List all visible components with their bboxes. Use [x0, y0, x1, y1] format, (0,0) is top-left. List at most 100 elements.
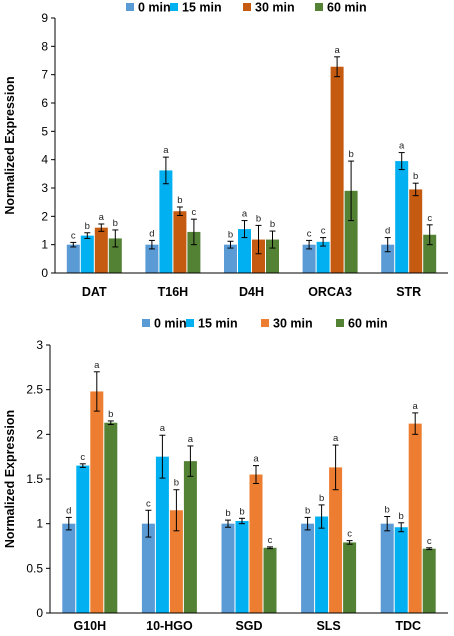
y-tick-label: 3 — [36, 338, 43, 352]
legend-swatch — [142, 319, 150, 327]
bar — [394, 527, 408, 613]
y-tick-label: 0 — [36, 606, 43, 620]
significance-letter: b — [113, 218, 118, 229]
significance-letter: b — [399, 511, 404, 522]
significance-letter: b — [348, 149, 353, 160]
significance-letter: a — [94, 360, 100, 371]
significance-letter: b — [413, 171, 418, 182]
bar — [343, 542, 357, 613]
significance-letter: b — [177, 195, 182, 206]
bar — [235, 520, 249, 613]
bar — [266, 239, 279, 273]
significance-letter: c — [146, 498, 151, 509]
significance-letter: a — [99, 212, 105, 223]
y-tick-label: 2 — [41, 209, 48, 223]
significance-letter: c — [71, 230, 76, 241]
bar — [422, 548, 436, 613]
legend-swatch — [186, 319, 194, 327]
bar — [263, 547, 277, 613]
bar — [90, 391, 104, 613]
significance-letter: b — [239, 506, 244, 517]
significance-letter: a — [413, 401, 419, 412]
bar — [344, 190, 358, 273]
significance-letter: a — [253, 454, 259, 465]
y-tick-label: 1 — [41, 238, 48, 252]
legend-label: 0 min — [138, 1, 171, 15]
y-axis-label: Normalized Expression — [3, 410, 17, 548]
bar — [395, 161, 409, 273]
bar — [108, 238, 122, 273]
x-tick-label: SLS — [316, 619, 340, 633]
significance-letter: a — [333, 433, 339, 444]
bar — [329, 467, 343, 613]
bar — [409, 189, 423, 273]
bar — [302, 244, 316, 273]
bar — [381, 244, 395, 273]
bar — [62, 523, 76, 613]
x-tick-label: 10-HGO — [146, 619, 193, 633]
bar — [380, 523, 394, 613]
x-tick-label: T16H — [158, 285, 189, 299]
bar — [94, 227, 108, 273]
legend-swatch — [261, 319, 269, 327]
significance-letter: b — [228, 229, 233, 240]
y-tick-label: 0 — [41, 266, 48, 280]
y-axis-label: Normalized Expression — [3, 76, 17, 214]
bar — [238, 229, 251, 273]
bar — [249, 474, 263, 613]
bar — [330, 66, 344, 273]
bar — [221, 523, 235, 613]
bar — [155, 456, 169, 613]
legend-swatch — [315, 3, 323, 11]
significance-letter: b — [319, 493, 324, 504]
bar — [169, 510, 183, 613]
bar — [316, 241, 330, 273]
significance-letter: a — [242, 209, 248, 220]
legend-swatch — [170, 3, 178, 11]
legend-swatch — [126, 3, 134, 11]
significance-letter: a — [399, 141, 405, 152]
x-tick-label: D4H — [239, 285, 264, 299]
legend-swatch — [336, 319, 344, 327]
significance-letter: c — [307, 228, 312, 239]
significance-letter: c — [80, 452, 85, 463]
y-tick-label: 0.5 — [26, 561, 43, 575]
bar — [80, 235, 94, 273]
significance-letter: b — [305, 505, 310, 516]
significance-letter: b — [385, 505, 390, 516]
bar — [224, 244, 237, 273]
significance-letter: c — [192, 207, 197, 218]
legend-label: 0 min — [154, 317, 187, 331]
y-tick-label: 1.5 — [26, 472, 43, 486]
legend-label: 30 min — [273, 317, 313, 331]
significance-letter: d — [149, 228, 154, 239]
significance-letter: c — [427, 536, 432, 547]
y-tick-label: 3 — [41, 181, 48, 195]
y-tick-label: 4 — [41, 153, 48, 167]
significance-letter: b — [256, 213, 261, 224]
y-tick-label: 2 — [36, 427, 43, 441]
bar — [301, 523, 315, 613]
legend-swatch — [243, 3, 251, 11]
significance-letter: b — [270, 219, 275, 230]
y-tick-label: 8 — [41, 39, 48, 53]
significance-letter: d — [66, 505, 71, 516]
bar — [183, 461, 197, 613]
x-tick-label: G10H — [73, 619, 106, 633]
x-tick-label: SGD — [235, 619, 262, 633]
significance-letter: b — [174, 478, 179, 489]
significance-letter: a — [334, 45, 340, 56]
legend-label: 15 min — [182, 1, 222, 15]
bar — [187, 231, 201, 273]
bar — [76, 465, 90, 613]
legend-label: 60 min — [348, 317, 388, 331]
bar — [173, 211, 187, 273]
significance-letter: d — [385, 226, 390, 237]
bar — [408, 423, 422, 613]
significance-letter: a — [160, 423, 166, 434]
x-tick-label: DAT — [82, 285, 107, 299]
bar — [66, 244, 80, 273]
y-tick-label: 9 — [41, 11, 48, 25]
significance-letter: b — [85, 221, 90, 232]
